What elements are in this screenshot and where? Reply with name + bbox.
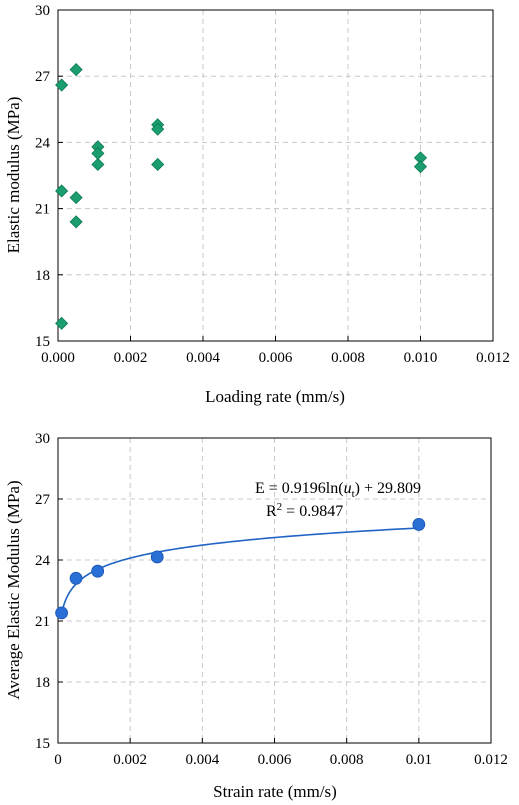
x-tick-label-bottom: 0.006: [258, 752, 292, 768]
y-tick-label-bottom: 15: [35, 736, 50, 752]
y-tick-label-top: 30: [35, 3, 50, 19]
x-tick-label-top: 0.008: [331, 350, 365, 366]
x-tick-label-bottom: 0.01: [406, 752, 432, 768]
data-point-top: [55, 316, 69, 330]
r2-sup: 2: [277, 501, 283, 513]
fit-curve: [60, 527, 419, 615]
x-tick-label-bottom: 0.012: [474, 752, 508, 768]
x-axis-label-top: Loading rate (mm/s): [205, 387, 345, 406]
data-point-top: [55, 78, 69, 92]
x-tick-label-top: 0.000: [41, 350, 75, 366]
equation-var: u: [344, 480, 352, 497]
x-tick-label-bottom: 0.004: [185, 752, 219, 768]
x-axis-label-bottom: Strain rate (mm/s): [213, 782, 337, 801]
chart-bottom: 0 0.002 0.004 0.006 0.008 0.01 0.012 15 18 21 24 27…: [4, 431, 508, 801]
ticks-bottom: 0 0.002 0.004 0.006 0.008 0.01 0.012 15 18 21 24 27…: [35, 431, 508, 768]
x-tick-label-bottom: 0.002: [113, 752, 147, 768]
y-tick-label-top: 21: [35, 202, 50, 218]
data-point-top: [413, 160, 428, 174]
y-tick-label-bottom: 24: [35, 553, 51, 569]
y-axis-label-bottom: Average Elastic Modulus (MPa): [4, 480, 23, 699]
fit-r2: R2 = 0.9847: [266, 501, 343, 520]
fit-equation: E = 0.9196ln(ut) + 29.809: [255, 480, 421, 500]
data-point-top: [55, 184, 69, 198]
y-tick-label-bottom: 21: [35, 614, 50, 630]
data-point-bottom: [412, 518, 426, 531]
x-tick-label-top: 0.012: [476, 350, 510, 366]
r2-label: R: [266, 503, 277, 520]
data-point-top: [69, 215, 83, 229]
equation-sub: t: [352, 488, 355, 500]
r2-value: = 0.9847: [282, 503, 343, 520]
y-tick-label-top: 24: [35, 135, 51, 151]
ticks-top: 0.000 0.002 0.004 0.006 0.008 0.010 0.012 15 18 2…: [35, 3, 510, 366]
grid-bottom: [58, 438, 491, 743]
data-point-bottom: [55, 606, 69, 620]
x-tick-label-top: 0.010: [404, 350, 438, 366]
x-tick-label-top: 0.006: [259, 350, 293, 366]
y-tick-label-top: 15: [35, 334, 50, 350]
data-point-top: [69, 191, 83, 205]
data-point-bottom: [69, 571, 83, 585]
y-axis-label-top: Elastic modulus (MPa): [4, 97, 23, 254]
data-point-bottom: [91, 564, 105, 578]
points-bottom: [55, 518, 426, 620]
y-tick-label-bottom: 18: [35, 675, 50, 691]
x-tick-label-bottom: 0: [54, 752, 62, 768]
data-point-top: [91, 157, 105, 172]
points-top: [55, 63, 428, 330]
y-tick-label-top: 18: [35, 268, 50, 284]
y-tick-label-bottom: 30: [35, 431, 50, 447]
x-tick-label-bottom: 0.008: [330, 752, 364, 768]
data-point-top: [151, 157, 165, 172]
y-tick-label-bottom: 27: [35, 492, 51, 508]
x-tick-label-top: 0.002: [114, 350, 148, 366]
data-point-bottom: [150, 550, 164, 564]
x-tick-label-top: 0.004: [186, 350, 220, 366]
equation-post: ) + 29.809: [355, 480, 421, 497]
equation-pre: E = 0.9196ln(: [255, 480, 344, 497]
data-point-top: [69, 63, 83, 77]
data-point-top: [151, 122, 165, 136]
grid-top: [58, 10, 493, 341]
y-tick-label-top: 27: [35, 69, 51, 85]
data-point-top: [91, 146, 105, 160]
chart-top: 0.000 0.002 0.004 0.006 0.008 0.010 0.012 15 18 2…: [4, 3, 510, 406]
